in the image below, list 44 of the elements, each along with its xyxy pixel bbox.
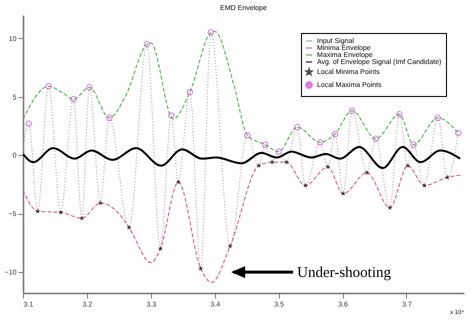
point	[325, 164, 330, 170]
point	[58, 210, 64, 215]
point	[455, 130, 462, 136]
point	[35, 208, 40, 214]
line-series	[23, 146, 462, 170]
point	[186, 88, 194, 96]
point	[434, 114, 442, 122]
point	[198, 266, 204, 271]
point	[45, 83, 52, 90]
point	[227, 244, 233, 248]
point	[340, 190, 346, 196]
point	[410, 141, 417, 148]
point	[444, 174, 450, 180]
annotation: Under-shooting	[297, 265, 392, 282]
point	[106, 114, 113, 122]
point	[316, 139, 324, 146]
point	[270, 159, 275, 164]
point	[144, 40, 150, 48]
point	[262, 141, 268, 148]
point	[422, 182, 427, 188]
point	[70, 96, 77, 102]
point	[396, 111, 403, 118]
point	[302, 182, 308, 188]
point	[208, 29, 214, 36]
point	[126, 224, 132, 230]
point	[168, 112, 175, 119]
point	[158, 246, 164, 251]
point	[176, 179, 181, 184]
point	[372, 136, 380, 142]
point	[244, 132, 251, 139]
point	[405, 162, 410, 168]
point	[98, 200, 103, 206]
point	[294, 124, 300, 130]
point	[387, 204, 392, 210]
point	[364, 170, 370, 175]
point	[256, 162, 262, 168]
point	[275, 148, 282, 155]
point	[26, 120, 32, 127]
line-series	[23, 30, 459, 152]
point	[79, 216, 84, 220]
point	[348, 108, 356, 114]
point	[332, 130, 338, 138]
point	[86, 84, 93, 91]
point	[284, 159, 289, 164]
